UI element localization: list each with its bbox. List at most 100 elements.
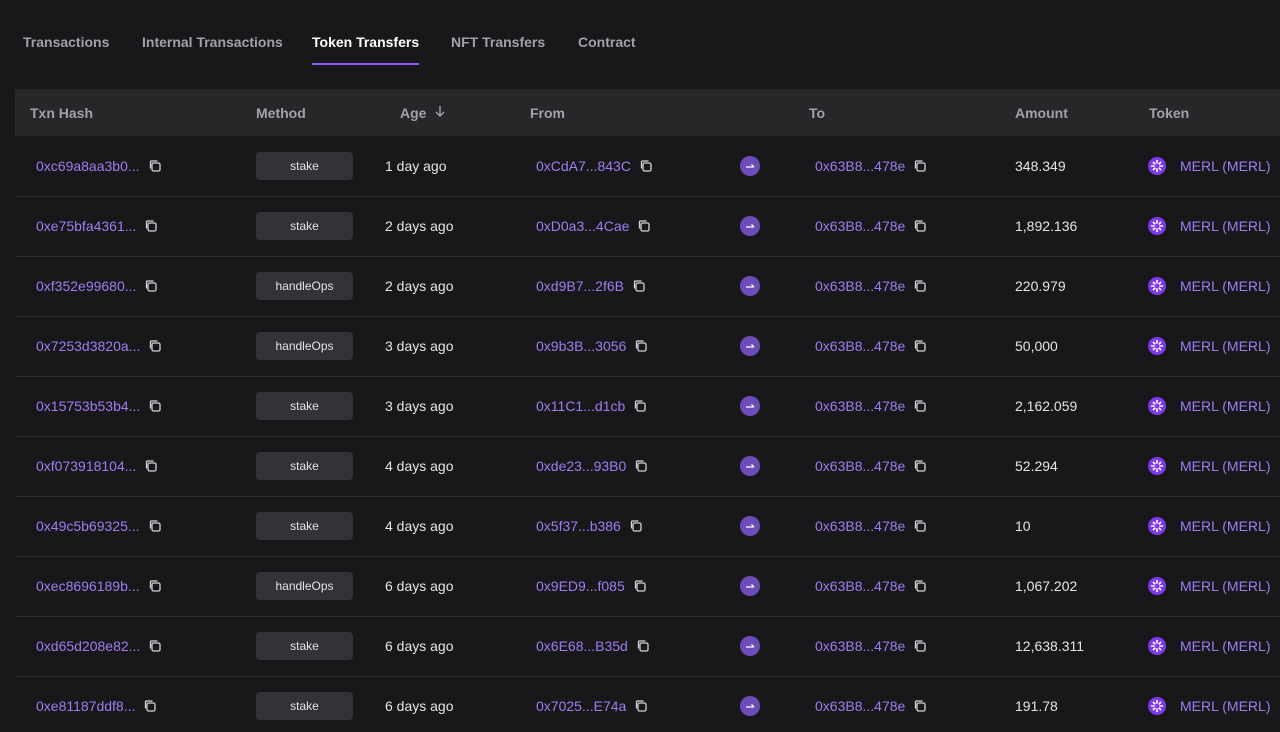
from-address[interactable]: 0x11C1...d1cb — [536, 398, 626, 414]
txn-hash[interactable]: 0xc69a8aa3b0... — [36, 158, 140, 174]
table-row: 0x49c5b69325... stake 4 days ago 0x5f37...b… — [15, 496, 1280, 557]
copy-icon[interactable] — [913, 579, 927, 593]
txn-hash-cell: 0xf073918104... — [36, 436, 158, 496]
copy-icon[interactable] — [144, 459, 158, 473]
copy-icon[interactable] — [148, 519, 162, 533]
txn-hash[interactable]: 0xf352e99680... — [36, 278, 137, 294]
copy-icon[interactable] — [913, 519, 927, 533]
from-cell: 0xD0a3...4Cae — [536, 196, 651, 256]
direction-icon — [740, 456, 760, 476]
copy-icon[interactable] — [144, 279, 158, 293]
txn-hash[interactable]: 0x49c5b69325... — [36, 518, 140, 534]
to-cell: 0x63B8...478e — [815, 316, 927, 376]
to-address[interactable]: 0x63B8...478e — [815, 698, 906, 714]
token-cell: MERL (MERL) — [1148, 556, 1271, 616]
table-row: 0xf073918104... stake 4 days ago 0xde23...9… — [15, 436, 1280, 497]
column-header[interactable]: Age — [400, 105, 446, 121]
copy-icon[interactable] — [629, 519, 643, 533]
to-address[interactable]: 0x63B8...478e — [815, 578, 906, 594]
amount: 1,892.136 — [1015, 218, 1078, 234]
token-name[interactable]: MERL (MERL) — [1180, 578, 1271, 594]
token-name[interactable]: MERL (MERL) — [1180, 158, 1271, 174]
copy-icon[interactable] — [637, 219, 651, 233]
method-badge: handleOps — [256, 332, 353, 360]
copy-icon[interactable] — [636, 639, 650, 653]
sort-arrow — [435, 106, 445, 117]
copy-icon[interactable] — [634, 699, 648, 713]
copy-icon[interactable] — [913, 159, 927, 173]
token-name[interactable]: MERL (MERL) — [1180, 398, 1271, 414]
to-address[interactable]: 0x63B8...478e — [815, 158, 906, 174]
method-badge: stake — [256, 632, 353, 660]
copy-icon[interactable] — [148, 339, 162, 353]
token-name[interactable]: MERL (MERL) — [1180, 278, 1271, 294]
from-address[interactable]: 0xde23...93B0 — [536, 458, 627, 474]
token-name[interactable]: MERL (MERL) — [1180, 458, 1271, 474]
token-name[interactable]: MERL (MERL) — [1180, 218, 1271, 234]
copy-icon[interactable] — [144, 219, 158, 233]
token-name[interactable]: MERL (MERL) — [1180, 518, 1271, 534]
direction-cell — [740, 376, 760, 436]
from-cell: 0xCdA7...843C — [536, 136, 653, 196]
to-cell: 0x63B8...478e — [815, 376, 927, 436]
from-address[interactable]: 0x9b3B...3056 — [536, 338, 627, 354]
token-name[interactable]: MERL (MERL) — [1180, 338, 1271, 354]
from-address[interactable]: 0xd9B7...2f6B — [536, 278, 624, 294]
copy-icon[interactable] — [639, 159, 653, 173]
copy-icon[interactable] — [913, 699, 927, 713]
to-address[interactable]: 0x63B8...478e — [815, 398, 906, 414]
method-badge: stake — [256, 512, 353, 540]
to-address[interactable]: 0x63B8...478e — [815, 518, 906, 534]
txn-hash[interactable]: 0x15753b53b4... — [36, 398, 141, 414]
txn-hash[interactable]: 0xe81187ddf8... — [36, 698, 136, 714]
column-header: Token — [1149, 105, 1190, 121]
copy-icon[interactable] — [913, 399, 927, 413]
token-icon — [1148, 457, 1166, 475]
copy-icon[interactable] — [913, 459, 927, 473]
tab[interactable]: NFT Transfers — [451, 34, 546, 50]
copy-icon[interactable] — [913, 339, 927, 353]
copy-icon[interactable] — [148, 579, 162, 593]
copy-icon[interactable] — [632, 279, 646, 293]
amount-cell: 2,162.059 — [1015, 376, 1077, 436]
copy-icon[interactable] — [634, 459, 648, 473]
token-name[interactable]: MERL (MERL) — [1180, 698, 1271, 714]
age-cell: 3 days ago — [385, 376, 454, 436]
tab[interactable]: Token Transfers — [312, 34, 420, 50]
txn-hash[interactable]: 0xd65d208e82... — [36, 638, 141, 654]
from-address[interactable]: 0x5f37...b386 — [536, 518, 621, 534]
from-address[interactable]: 0x6E68...B35d — [536, 638, 628, 654]
copy-icon[interactable] — [913, 219, 927, 233]
copy-icon[interactable] — [148, 159, 162, 173]
copy-icon[interactable] — [913, 639, 927, 653]
tab[interactable]: Internal Transactions — [142, 34, 283, 50]
from-address[interactable]: 0xCdA7...843C — [536, 158, 631, 174]
copy-icon[interactable] — [143, 699, 157, 713]
copy-icon[interactable] — [633, 399, 647, 413]
copy-icon[interactable] — [148, 639, 162, 653]
from-address[interactable]: 0x7025...E74a — [536, 698, 627, 714]
copy-icon[interactable] — [634, 339, 648, 353]
txn-hash[interactable]: 0xe75bfa4361... — [36, 218, 137, 234]
to-address[interactable]: 0x63B8...478e — [815, 338, 906, 354]
from-address[interactable]: 0x9ED9...f085 — [536, 578, 625, 594]
to-cell: 0x63B8...478e — [815, 496, 927, 556]
amount-cell: 50,000 — [1015, 316, 1058, 376]
copy-icon[interactable] — [148, 399, 162, 413]
copy-icon[interactable] — [633, 579, 647, 593]
from-address[interactable]: 0xD0a3...4Cae — [536, 218, 630, 234]
token-name[interactable]: MERL (MERL) — [1180, 638, 1271, 654]
txn-hash[interactable]: 0x7253d3820a... — [36, 338, 141, 354]
txn-hash[interactable]: 0xec8696189b... — [36, 578, 140, 594]
txn-hash[interactable]: 0xf073918104... — [36, 458, 137, 474]
tab[interactable]: Contract — [578, 34, 636, 50]
to-address[interactable]: 0x63B8...478e — [815, 458, 906, 474]
direction-cell — [740, 436, 760, 496]
to-address[interactable]: 0x63B8...478e — [815, 218, 906, 234]
to-address[interactable]: 0x63B8...478e — [815, 638, 906, 654]
direction-cell — [740, 496, 760, 556]
copy-icon[interactable] — [913, 279, 927, 293]
method-badge: handleOps — [256, 572, 353, 600]
to-address[interactable]: 0x63B8...478e — [815, 278, 906, 294]
tab[interactable]: Transactions — [23, 34, 110, 50]
